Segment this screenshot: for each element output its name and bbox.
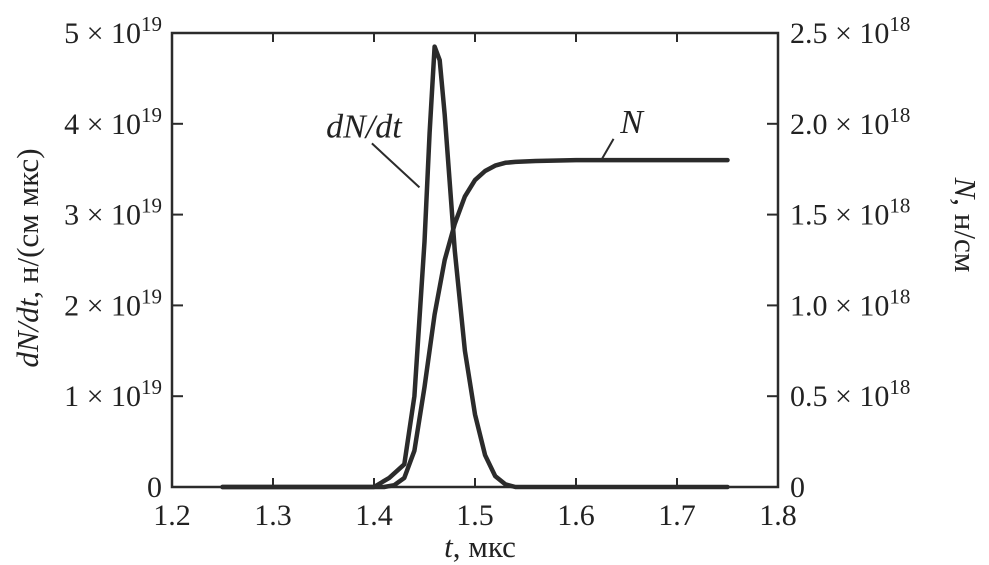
x-tick-label: 1.4: [355, 499, 393, 532]
x-tick-label: 1.3: [254, 499, 292, 532]
left-y-tick-label: 1 × 1019: [64, 375, 162, 413]
right-y-tick-label: 2.0 × 1018: [790, 103, 910, 141]
left-y-tick-label: 4 × 1019: [64, 103, 162, 141]
series-line-dndt: [220, 44, 730, 490]
leader-line: [600, 138, 615, 161]
x-tick-label: 1.2: [153, 499, 191, 532]
series-layer: [220, 44, 730, 490]
right-axis-title: N, н/см: [948, 177, 983, 273]
series-label-dndt: dN/dt: [326, 108, 403, 145]
x-tick-label: 1.6: [557, 499, 595, 532]
left-axis-title: dN/dt, н/(см мкс): [10, 148, 45, 367]
leader-line: [371, 142, 421, 189]
right-y-tick-label: 1.5 × 1018: [790, 194, 910, 232]
series-label-n: N: [619, 104, 645, 141]
left-y-tick-label: 0: [147, 471, 162, 504]
left-y-tick-label: 5 × 1019: [64, 12, 162, 50]
x-tick-label: 1.7: [658, 499, 696, 532]
right-y-tick-label: 0: [790, 471, 805, 504]
right-y-tick-label: 1.0 × 1018: [790, 284, 910, 322]
left-y-tick-label: 3 × 1019: [64, 194, 162, 232]
x-tick-label: 1.5: [456, 499, 494, 532]
series-line-n: [220, 157, 730, 490]
annotation-layer: dN/dt N: [326, 104, 645, 189]
left-y-tick-label: 2 × 1019: [64, 284, 162, 322]
right-y-tick-label: 0.5 × 1018: [790, 375, 910, 413]
x-axis-title: t, мкс: [444, 529, 516, 564]
x-tick-label: 1.8: [759, 499, 797, 532]
right-y-tick-label: 2.5 × 1018: [790, 12, 910, 50]
